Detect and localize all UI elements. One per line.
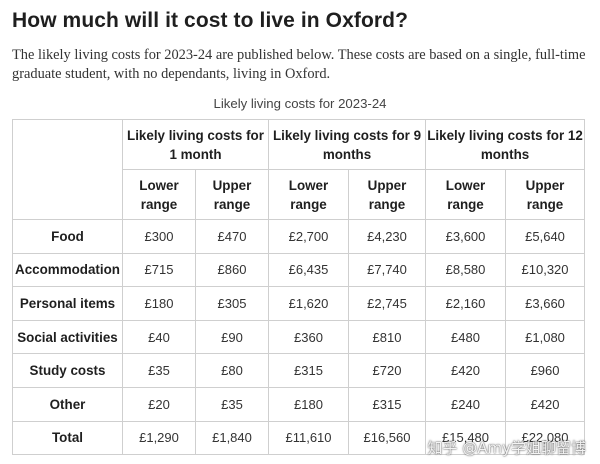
- table-cell: £2,700: [268, 219, 349, 254]
- sub-header: Lower range: [425, 169, 507, 220]
- living-costs-table: Likely living costs for 1 month Likely l…: [12, 119, 586, 456]
- table-row: Study costs £35 £80 £315 £720 £420 £960: [12, 353, 586, 388]
- intro-paragraph: The likely living costs for 2023-24 are …: [12, 47, 586, 82]
- table-cell: £3,600: [425, 219, 507, 254]
- sub-header: Lower range: [268, 169, 349, 220]
- table-cell: £22,080: [505, 420, 586, 456]
- table-row: Personal items £180 £305 £1,620 £2,745 £…: [12, 286, 586, 321]
- table-cell: £8,580: [425, 252, 507, 288]
- table-cell: £3,660: [505, 286, 586, 321]
- row-label: Other: [12, 386, 123, 422]
- corner-cell: [12, 119, 123, 220]
- row-label: Social activities: [12, 319, 123, 355]
- table-cell: £315: [268, 353, 349, 388]
- table-cell: £6,435: [268, 252, 349, 288]
- table-cell: £2,160: [425, 286, 507, 321]
- sub-header: Lower range: [122, 169, 196, 220]
- row-label: Accommodation: [12, 252, 123, 288]
- sub-header: Upper range: [347, 169, 427, 220]
- table-cell: £180: [122, 286, 196, 321]
- row-label: Total: [12, 420, 123, 456]
- table-cell: £1,080: [505, 319, 586, 355]
- table-cell: £360: [268, 319, 349, 355]
- table-cell: £860: [195, 252, 269, 288]
- table-row: Social activities £40 £90 £360 £810 £480…: [12, 319, 586, 355]
- group-header-9-months: Likely living costs for 9 months: [267, 119, 427, 170]
- table-row: Accommodation £715 £860 £6,435 £7,740 £8…: [12, 252, 586, 288]
- page-title: How much will it cost to live in Oxford?: [12, 9, 409, 32]
- table-row: Food £300 £470 £2,700 £4,230 £3,600 £5,6…: [12, 219, 586, 254]
- sub-header: Upper range: [505, 169, 586, 220]
- table-cell: £10,320: [505, 252, 586, 288]
- group-header-1-month: Likely living costs for 1 month: [122, 119, 269, 170]
- table-cell: £315: [347, 386, 427, 422]
- table-cell: £305: [195, 286, 269, 321]
- table-cell: £720: [347, 353, 427, 388]
- table-cell: £7,740: [347, 252, 427, 288]
- table-cell: £810: [347, 319, 427, 355]
- table-cell: £5,640: [505, 219, 586, 254]
- table-caption: Likely living costs for 2023-24: [213, 96, 387, 111]
- row-label: Study costs: [12, 353, 123, 388]
- table-row: Other £20 £35 £180 £315 £240 £420: [12, 386, 586, 422]
- table-cell: £4,230: [347, 219, 427, 254]
- table-cell: £40: [122, 319, 196, 355]
- table-cell: £960: [505, 353, 586, 388]
- table-cell: £90: [195, 319, 269, 355]
- table-cell: £20: [122, 386, 196, 422]
- table-cell: £35: [195, 386, 269, 422]
- row-label: Food: [12, 219, 123, 254]
- table-cell: £35: [122, 353, 196, 388]
- table-cell: £2,745: [347, 286, 427, 321]
- table-cell: £1,620: [268, 286, 349, 321]
- group-header-12-months: Likely living costs for 12 months: [425, 119, 586, 170]
- table-cell: £420: [425, 353, 507, 388]
- row-label: Personal items: [12, 286, 123, 321]
- table-cell: £1,290: [122, 420, 196, 456]
- table-cell: £16,560: [347, 420, 427, 456]
- table-cell: £420: [505, 386, 586, 422]
- table-cell: £240: [425, 386, 507, 422]
- table-cell: £470: [195, 219, 269, 254]
- table-cell: £80: [195, 353, 269, 388]
- table-cell: £180: [268, 386, 349, 422]
- watermark: 知乎 @Amy学姐聊留博: [427, 439, 586, 457]
- table-cell: £480: [425, 319, 507, 355]
- table-cell: £715: [122, 252, 196, 288]
- table-row-total: Total £1,290 £1,840 £11,610 £16,560 £15,…: [12, 420, 586, 456]
- table-cell: £1,840: [195, 420, 269, 456]
- sub-header: Upper range: [195, 169, 269, 220]
- table-cell: £11,610: [268, 420, 349, 456]
- table-cell: £300: [122, 219, 196, 254]
